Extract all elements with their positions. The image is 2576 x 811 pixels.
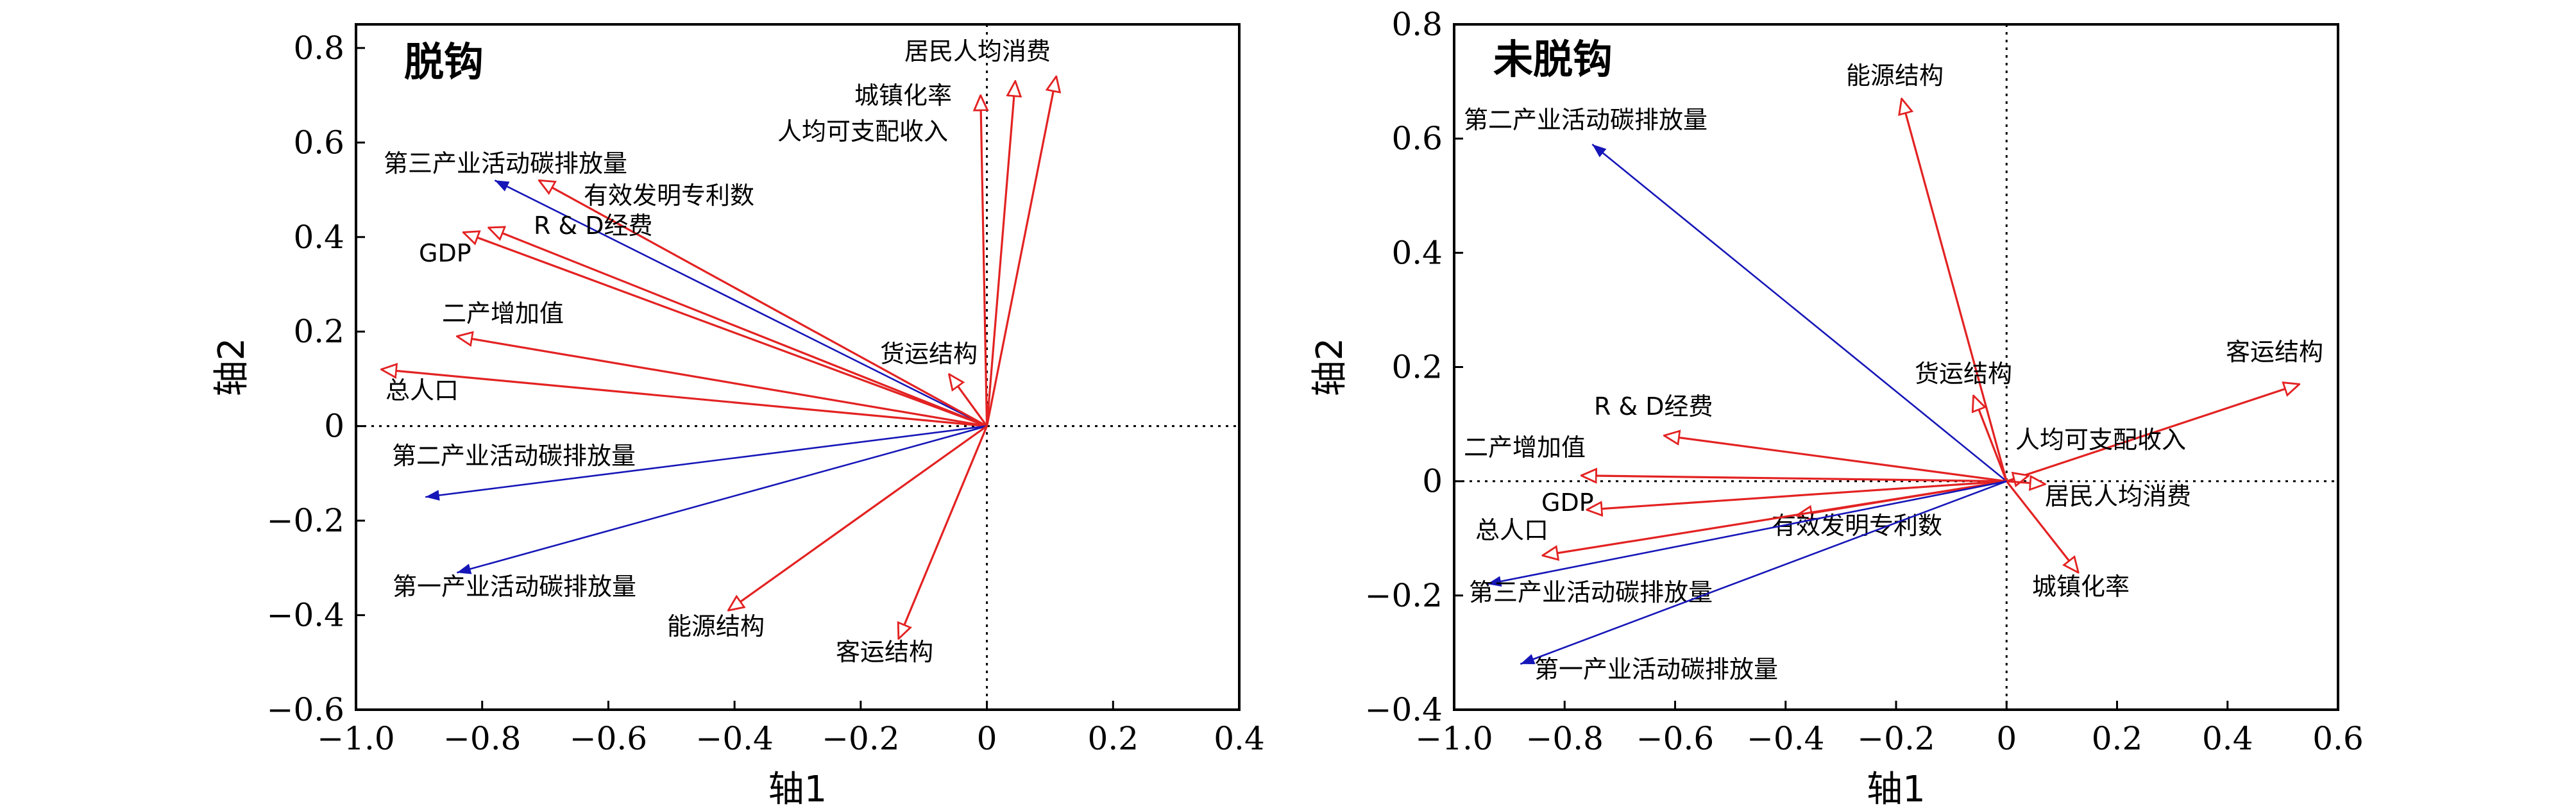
x-tick-label: −0.6 xyxy=(570,720,647,757)
vector-label-货运结构: 货运结构 xyxy=(1915,360,2012,388)
vector-label-第一产业活动碳排放量: 第一产业活动碳排放量 xyxy=(1534,655,1778,683)
x-tick-label: 0 xyxy=(1996,720,2017,757)
y-tick-label: 0.8 xyxy=(293,29,344,67)
vector-arrow-第二产业活动碳排放量 xyxy=(1591,144,2008,482)
vector-label-GDP: GDP xyxy=(419,239,471,267)
vector-label-GDP: GDP xyxy=(1541,489,1594,517)
x-tick-label: 0.6 xyxy=(2312,720,2364,757)
vector-label-R-&-D经费: R & D经费 xyxy=(534,212,652,240)
vector-arrow-客运结构 xyxy=(899,426,988,639)
vector-label-二产增加值: 二产增加值 xyxy=(442,299,564,328)
vector-label-居民人均消费: 居民人均消费 xyxy=(2045,482,2191,510)
vector-label-人均可支配收入: 人均可支配收入 xyxy=(777,117,948,146)
y-tick-label: 0.2 xyxy=(1391,349,1443,386)
x-tick-label: −0.2 xyxy=(1857,720,1935,757)
y-tick-label: 0 xyxy=(324,408,344,445)
vector-label-第一产业活动碳排放量: 第一产业活动碳排放量 xyxy=(393,573,636,601)
panel-decoupled: −1.0 −0.8 −0.6 −0.4 −0.2 0 0.2 0.4 −0.6 −0.4 −0.2 0… xyxy=(211,23,1265,810)
vector-arrow-GDP xyxy=(463,232,988,428)
y-tick-label: 0.6 xyxy=(1391,120,1443,157)
y-tick-label: −0.4 xyxy=(267,597,344,634)
vector-arrow-城镇化率 xyxy=(2005,480,2078,573)
vector-label-总人口: 总人口 xyxy=(1475,516,1548,544)
y-tick-label: 0.8 xyxy=(1391,6,1443,43)
vector-arrow-城镇化率 xyxy=(985,81,1015,426)
y-tick-label: −0.2 xyxy=(1365,577,1443,614)
panel-not-decoupled: −1.0 −0.8 −0.6 −0.4 −0.2 0 0.2 0.4 0.6 −0.4 −0.2 0 0… xyxy=(1309,6,2364,810)
vector-label-总人口: 总人口 xyxy=(386,376,459,405)
vector-arrow-R-&-D经费 xyxy=(1664,435,2007,483)
x-tick-label: 0.4 xyxy=(2202,720,2253,757)
x-tick-label: 0 xyxy=(977,720,997,757)
x-tick-label: 0.4 xyxy=(1214,720,1265,757)
y-tick-label: 0.2 xyxy=(293,313,344,350)
y-tick-label: 0.6 xyxy=(293,124,344,161)
y-tick-label: 0.4 xyxy=(293,219,344,256)
vector-label-有效发明专利数: 有效发明专利数 xyxy=(584,181,754,210)
x-axis-title: 轴1 xyxy=(768,769,827,810)
vector-label-城镇化率: 城镇化率 xyxy=(854,81,952,110)
x-tick-label: −1.0 xyxy=(1415,720,1493,757)
vector-label-客运结构: 客运结构 xyxy=(2226,338,2323,366)
y-tick-label: 0.4 xyxy=(1391,234,1443,271)
y-tick-label: 0 xyxy=(1422,463,1443,500)
vector-arrow-GDP xyxy=(1587,480,2007,510)
vector-arrow-第一产业活动碳排放量 xyxy=(1520,480,2007,665)
y-tick-label: −0.4 xyxy=(1365,691,1443,728)
vector-arrow-能源结构 xyxy=(728,425,988,611)
vector-label-货运结构: 货运结构 xyxy=(880,340,978,368)
x-tick-label: −1.0 xyxy=(317,720,394,757)
vector-label-R-&-D经费: R & D经费 xyxy=(1594,392,1713,421)
vector-arrow-R-&-D经费 xyxy=(489,228,988,428)
y-axis-title: 轴2 xyxy=(1309,338,1351,397)
vector-label-第二产业活动碳排放量: 第二产业活动碳排放量 xyxy=(1464,106,1707,134)
x-tick-label: 0.2 xyxy=(2092,720,2143,757)
vector-arrow-第二产业活动碳排放量 xyxy=(425,425,987,501)
vector-arrow-货运结构 xyxy=(949,374,988,427)
vector-arrow-居民人均消费 xyxy=(986,76,1056,426)
vector-arrow-第三产业活动碳排放量 xyxy=(494,180,988,427)
vector-arrow-人均可支配收入 xyxy=(2006,476,2028,481)
vector-arrow-总人口 xyxy=(381,369,987,428)
panel-title: 未脱钩 xyxy=(1493,36,1613,83)
vector-arrow-二产增加值 xyxy=(1581,476,2007,481)
x-tick-label: −0.4 xyxy=(1747,720,1824,757)
vector-arrow-客运结构 xyxy=(2006,384,2299,483)
vector-label-第三产业活动碳排放量: 第三产业活动碳排放量 xyxy=(384,149,627,178)
vector-arrow-有效发明专利数 xyxy=(539,180,988,428)
vector-arrow-第三产业活动碳排放量 xyxy=(1487,480,2007,587)
x-tick-label: −0.2 xyxy=(822,720,899,757)
plot-frame xyxy=(355,23,1241,711)
vector-arrow-二产增加值 xyxy=(457,337,987,428)
x-tick-label: 0.2 xyxy=(1088,720,1139,757)
x-tick-label: −0.8 xyxy=(1526,720,1604,757)
vector-arrow-货运结构 xyxy=(1974,396,2008,482)
vector-label-城镇化率: 城镇化率 xyxy=(2032,573,2130,601)
vector-arrow-能源结构 xyxy=(1902,99,2008,482)
vector-label-第三产业活动碳排放量: 第三产业活动碳排放量 xyxy=(1469,578,1713,606)
vector-arrow-人均可支配收入 xyxy=(981,96,987,426)
y-axis-title: 轴2 xyxy=(211,338,253,397)
x-tick-label: −0.4 xyxy=(695,720,773,757)
x-tick-label: −0.6 xyxy=(1636,720,1714,757)
vector-arrow-总人口 xyxy=(1543,480,2007,556)
vector-label-客运结构: 客运结构 xyxy=(836,638,933,666)
panel-title: 脱钩 xyxy=(404,38,484,85)
vector-label-能源结构: 能源结构 xyxy=(1846,62,1944,90)
vector-label-人均可支配收入: 人均可支配收入 xyxy=(2015,426,2186,454)
vector-label-能源结构: 能源结构 xyxy=(667,612,765,640)
x-axis-title: 轴1 xyxy=(1867,769,1926,810)
vector-label-二产增加值: 二产增加值 xyxy=(1464,433,1586,462)
x-tick-label: −0.8 xyxy=(443,720,521,757)
vector-label-居民人均消费: 居民人均消费 xyxy=(904,37,1051,65)
vector-arrow-居民人均消费 xyxy=(2006,481,2045,484)
y-tick-label: −0.6 xyxy=(267,691,344,728)
y-tick-label: −0.2 xyxy=(267,502,344,539)
vector-label-第二产业活动碳排放量: 第二产业活动碳排放量 xyxy=(392,442,636,470)
vector-arrow-第一产业活动碳排放量 xyxy=(457,425,987,574)
